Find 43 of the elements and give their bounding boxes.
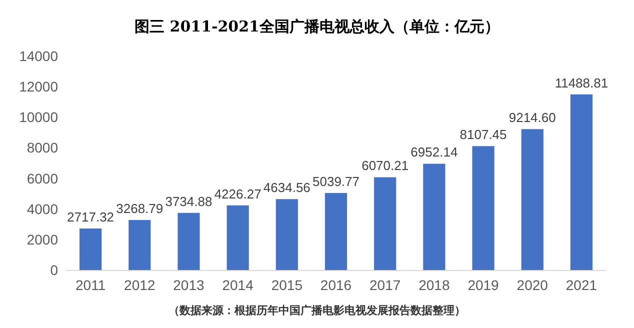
bar xyxy=(226,205,249,270)
x-tick-label: 2020 xyxy=(516,277,548,293)
chart-title: 图三 2011-2021全国广播电视总收入（单位：亿元） xyxy=(134,18,500,36)
bar xyxy=(472,146,494,270)
x-tick-label: 2016 xyxy=(320,277,352,293)
data-label: 5039.77 xyxy=(312,174,360,189)
bar xyxy=(521,129,544,270)
data-label: 3268.79 xyxy=(116,201,164,216)
data-label: 4634.56 xyxy=(263,180,310,196)
bar xyxy=(80,228,102,270)
data-label: 2717.32 xyxy=(67,209,114,224)
data-label: 6952.14 xyxy=(410,144,458,160)
bar xyxy=(128,220,151,270)
data-label: 4226.27 xyxy=(214,186,262,202)
y-tick-label: 14000 xyxy=(19,48,58,64)
y-tick-label: 6000 xyxy=(26,170,58,186)
bar xyxy=(276,199,298,270)
bar xyxy=(423,164,446,270)
y-tick-label: 2000 xyxy=(26,231,58,248)
bar xyxy=(324,192,348,270)
y-tick-label: 4000 xyxy=(26,200,58,217)
x-tick-label: 2011 xyxy=(75,277,106,293)
x-tick-label: 2015 xyxy=(271,277,303,293)
x-tick-label: 2014 xyxy=(222,277,254,293)
y-tick-label: 10000 xyxy=(19,109,58,126)
x-tick-label: 2018 xyxy=(418,277,450,293)
data-label: 9214.60 xyxy=(508,110,556,126)
data-label: 6070.21 xyxy=(362,158,409,174)
bar xyxy=(178,212,200,270)
text: （数据来源：根据历年中国广播电影电视发展报告数据整理） xyxy=(168,304,466,317)
data-label: 11488.81 xyxy=(554,75,608,90)
bar xyxy=(570,94,592,270)
data-label: 8107.45 xyxy=(460,127,507,142)
bar xyxy=(374,177,396,270)
x-tick-label: 2012 xyxy=(124,277,156,293)
x-tick-label: 2017 xyxy=(370,277,401,293)
y-tick-label: 8000 xyxy=(26,140,58,156)
data-label: 3734.88 xyxy=(165,194,212,209)
x-tick-label: 2019 xyxy=(468,277,500,293)
y-tick-label: 12000 xyxy=(19,78,58,95)
x-tick-label: 2013 xyxy=(173,277,205,293)
x-tick-label: 2021 xyxy=(566,277,598,293)
y-tick-label: 0 xyxy=(50,262,58,278)
